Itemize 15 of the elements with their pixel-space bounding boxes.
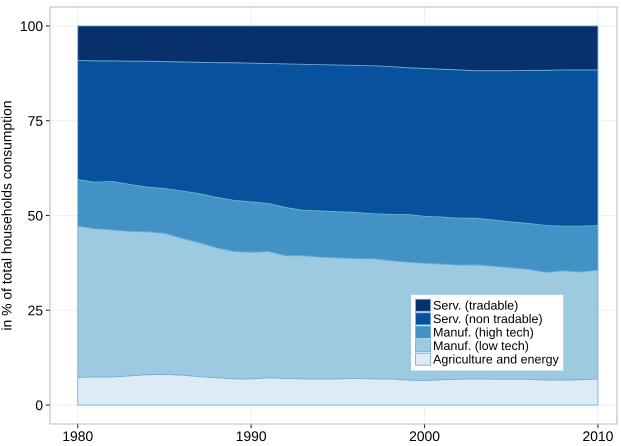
y-axis-title: in % of total households consumption (1, 101, 14, 330)
y-tick-label: 75 (28, 116, 42, 126)
x-tick-label: 2010 (583, 431, 613, 442)
legend-label: Manuf. (low tech) (434, 340, 528, 353)
legend-label: Serv. (non tradable) (434, 314, 542, 326)
x-tick-label: 2000 (410, 431, 440, 442)
x-tick-label: 1990 (236, 431, 266, 442)
y-tick-label: 0 (36, 400, 43, 410)
y-tick-label: 100 (20, 21, 43, 32)
legend-label: Manuf. (high tech) (434, 327, 534, 340)
legend-label: Agriculture and energy (433, 354, 559, 366)
x-tick-label: 1980 (63, 431, 93, 442)
y-tick-label: 50 (28, 210, 43, 221)
legend-label: Serv. (tradable) (434, 300, 518, 312)
y-tick-label: 25 (28, 306, 42, 316)
